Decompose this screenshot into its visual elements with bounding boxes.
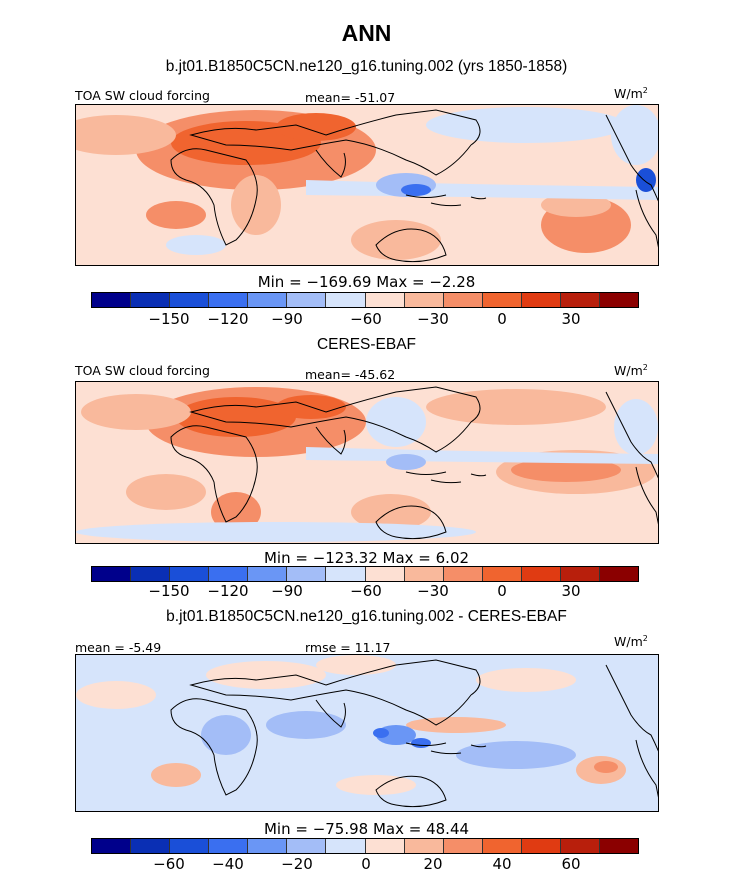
colorbar-swatch <box>326 293 366 307</box>
panel-3-tick: −40 <box>212 855 244 873</box>
panel-2-tick: −90 <box>271 582 303 600</box>
panel-3-tick: 60 <box>561 855 581 873</box>
colorbar-swatch <box>287 567 327 581</box>
colorbar-swatch <box>365 567 405 581</box>
panel-1-tick: 30 <box>561 310 581 328</box>
colorbar-swatch <box>521 293 561 307</box>
colorbar-swatch <box>560 839 601 853</box>
colorbar-swatch <box>365 839 405 853</box>
panel-1-units: W/m2 <box>614 86 648 102</box>
panel-1-tick: −90 <box>271 310 303 328</box>
panel-2-map <box>75 381 659 544</box>
colorbar-swatch <box>92 567 132 581</box>
colorbar-swatch <box>560 293 601 307</box>
panel-2-tick: 30 <box>561 582 581 600</box>
panel-2-min-max: Min = −123.32 Max = 6.02 <box>263 549 470 567</box>
colorbar-swatch <box>248 567 288 581</box>
colorbar-swatch <box>482 839 522 853</box>
colorbar-swatch <box>92 293 132 307</box>
panel-2-colorbar <box>91 566 639 582</box>
panel-2-tick: −60 <box>350 582 382 600</box>
panel-3-tick: 20 <box>423 855 443 873</box>
colorbar-swatch <box>248 839 288 853</box>
colorbar-swatch <box>287 839 327 853</box>
panel-2-subtitle: CERES-EBAF <box>316 336 417 353</box>
panel-3-units: W/m2 <box>614 634 648 650</box>
panel-3-subtitle: b.jt01.B1850C5CN.ne120_g16.tuning.002 - … <box>166 608 567 625</box>
panel-1-tick: −120 <box>207 310 249 328</box>
colorbar-swatch <box>92 839 132 853</box>
panel-1-field-label: TOA SW cloud forcing <box>75 88 210 103</box>
panel-1-tick: −60 <box>350 310 382 328</box>
colorbar-swatch <box>170 567 210 581</box>
colorbar-swatch <box>209 293 249 307</box>
panel-1-subtitle: b.jt01.B1850C5CN.ne120_g16.tuning.002 (y… <box>165 58 568 75</box>
panel-3-rmse-label: rmse = 11.17 <box>305 640 391 655</box>
colorbar-swatch <box>560 567 601 581</box>
panel-1-min-max: Min = −169.69 Max = −2.28 <box>257 273 476 291</box>
panel-2-tick: −120 <box>207 582 249 600</box>
colorbar-swatch <box>443 839 483 853</box>
panel-1-tick: −30 <box>417 310 449 328</box>
colorbar-swatch <box>443 293 483 307</box>
panel-3-tick: 0 <box>361 855 371 873</box>
colorbar-swatch <box>482 293 522 307</box>
panel-2-tick: 0 <box>497 582 507 600</box>
colorbar-swatch <box>131 293 171 307</box>
colorbar-swatch <box>131 839 171 853</box>
panel-3-min-max: Min = −75.98 Max = 48.44 <box>263 820 470 838</box>
panel-2-units: W/m2 <box>614 363 648 379</box>
panel-1-tick: 0 <box>497 310 507 328</box>
panel-3-tick: −20 <box>281 855 313 873</box>
colorbar-swatch <box>170 293 210 307</box>
colorbar-swatch <box>600 567 639 581</box>
colorbar-swatch <box>404 839 444 853</box>
panel-3-tick: 40 <box>492 855 512 873</box>
colorbar-swatch <box>365 293 405 307</box>
colorbar-swatch <box>326 839 366 853</box>
panel-3-tick: −60 <box>153 855 185 873</box>
colorbar-swatch <box>287 293 327 307</box>
colorbar-swatch <box>521 567 561 581</box>
panel-2-mean-label: mean= -45.62 <box>305 367 396 382</box>
colorbar-swatch <box>326 567 366 581</box>
panel-1-map <box>75 104 659 266</box>
colorbar-swatch <box>404 293 444 307</box>
panel-3-mean-label: mean = -5.49 <box>75 640 162 655</box>
panel-2-tick: −150 <box>148 582 190 600</box>
colorbar-swatch <box>209 567 249 581</box>
panel-1-mean-label: mean= -51.07 <box>305 90 396 105</box>
colorbar-swatch <box>248 293 288 307</box>
colorbar-swatch <box>600 839 639 853</box>
panel-1-colorbar <box>91 292 639 308</box>
colorbar-swatch <box>209 839 249 853</box>
colorbar-swatch <box>443 567 483 581</box>
colorbar-swatch <box>170 839 210 853</box>
panel-2-tick: −30 <box>417 582 449 600</box>
colorbar-swatch <box>482 567 522 581</box>
panel-3-colorbar <box>91 838 639 854</box>
panel-3-map <box>75 654 659 812</box>
colorbar-swatch <box>521 839 561 853</box>
colorbar-swatch <box>404 567 444 581</box>
colorbar-swatch <box>600 293 639 307</box>
figure-title: ANN <box>341 20 392 46</box>
colorbar-swatch <box>131 567 171 581</box>
panel-1-tick: −150 <box>148 310 190 328</box>
panel-2-field-label: TOA SW cloud forcing <box>75 363 210 378</box>
